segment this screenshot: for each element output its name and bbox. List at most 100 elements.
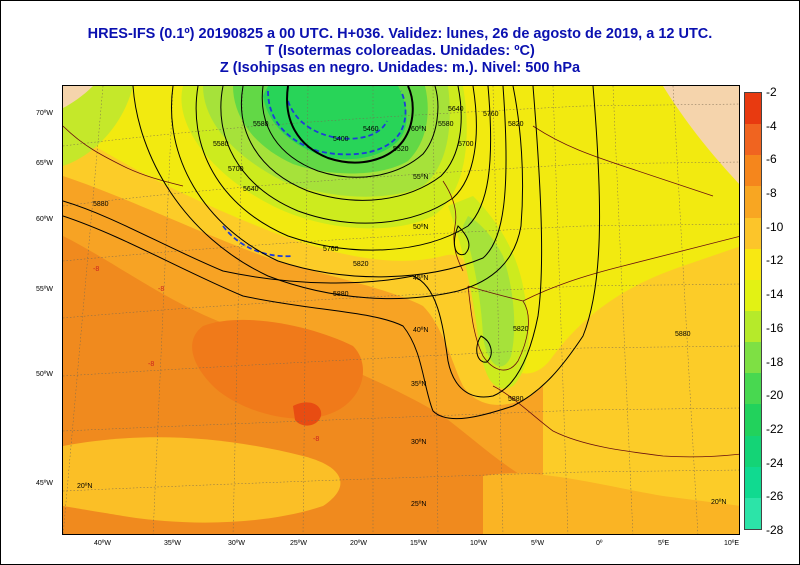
colorbar-segment	[745, 124, 761, 156]
land-northwest	[63, 86, 93, 108]
contour-label-18: 5880	[508, 396, 524, 403]
inner-lat-labels: 60ºN 55ºN 50ºN 45ºN 40ºN 35ºN 30ºN 25ºN …	[77, 126, 726, 508]
weather-map: 5580 5400 5520 5580 5640 5700 5760 5820 …	[62, 85, 740, 535]
map-canvas: 5580 5400 5520 5580 5640 5700 5760 5820 …	[63, 86, 739, 534]
inner-lat-10: 20ºN	[711, 499, 726, 506]
contour-label-1: 5580	[253, 121, 269, 128]
colorbar-label: -10	[766, 219, 784, 234]
colorbar-segment	[745, 342, 761, 374]
contour-label-17: 5820	[513, 326, 529, 333]
lat-label-70: 70ºW	[36, 110, 53, 117]
lat-label-65: 65ºW	[36, 160, 53, 167]
colorbar-segment	[745, 186, 761, 218]
coast-british-isles	[442, 180, 464, 272]
contour-5880	[63, 86, 601, 420]
colorbar-segment	[745, 279, 761, 311]
colorbar-label: -2	[766, 85, 777, 99]
colorbar-segment	[745, 155, 761, 187]
contour-label-11: 5580	[213, 141, 229, 148]
contour-label-14: 5760	[483, 111, 499, 118]
lon-label-10e: 10ºE	[724, 540, 740, 547]
northwest-green-patch	[63, 86, 133, 166]
contour-label-6: 5700	[228, 166, 244, 173]
contour-5640	[195, 86, 492, 251]
colorbar-label: -12	[766, 253, 784, 268]
lon-label-40w: 40ºW	[94, 540, 111, 547]
colorbar-segment	[745, 93, 761, 125]
lon-label-5w: 5ºW	[531, 540, 545, 547]
cold-label-2: -8	[158, 286, 164, 293]
cold-label-1: -8	[93, 266, 99, 273]
southern-yellow-band	[63, 437, 341, 523]
contour-label-16: 5880	[333, 291, 349, 298]
coast-greenland	[63, 125, 184, 187]
contour-label-2: 5400	[333, 136, 349, 143]
contour-label-8: 5820	[353, 261, 369, 268]
lat-label-60: 60ºW	[36, 216, 53, 223]
lon-label-30w: 30ºW	[228, 540, 245, 547]
colorbar-segment	[745, 373, 761, 405]
inner-lat-6: 35ºN	[411, 381, 426, 388]
contour-label-7: 5760	[323, 246, 339, 253]
inner-lat-5: 40ºN	[413, 327, 428, 334]
title-line-3: Z (Isohipsas en negro. Unidades: m.). Ni…	[219, 60, 581, 76]
contour-label-group: 5580 5400 5520 5580 5640 5700 5760 5820 …	[93, 106, 691, 403]
cold-label-3: -8	[148, 361, 154, 368]
lon-label-10w: 10ºW	[470, 540, 487, 547]
coastlines	[63, 125, 739, 458]
colorbar-segment	[745, 404, 761, 436]
coast-france-italy	[522, 236, 739, 302]
geopotential-contours	[63, 86, 601, 420]
closed-contour-bay	[454, 225, 470, 256]
chart-title: HRES-IFS (0.1º) 20190825 a 00 UTC. H+036…	[0, 26, 800, 77]
inner-lat-9: 20ºN	[77, 483, 92, 490]
contour-label-5: 5640	[448, 106, 464, 113]
colorbar-segment	[745, 310, 761, 343]
land-northeast	[663, 86, 739, 184]
contour-5700	[171, 86, 507, 278]
contour-5520	[240, 86, 462, 201]
colorbar-label: -28	[766, 523, 784, 537]
africa-band	[483, 473, 739, 534]
colorbar-label: -4	[766, 118, 777, 133]
cold-label-group: -8 -8 -8 -8	[93, 266, 319, 443]
contour-5460	[261, 86, 439, 178]
warm-core-atlantic	[192, 319, 363, 419]
contour-5820	[63, 86, 543, 398]
colorbar-segment	[745, 217, 761, 249]
lat-label-45: 45ºW	[36, 480, 53, 487]
lon-label-35w: 35ºW	[164, 540, 181, 547]
lon-label-20w: 20ºW	[350, 540, 367, 547]
inner-lat-8: 25ºN	[411, 501, 426, 508]
cold-label-4: -8	[313, 436, 319, 443]
contour-label-13: 5700	[458, 141, 474, 148]
inner-lat-3: 50ºN	[413, 224, 428, 231]
temperature-colorbar	[744, 92, 762, 530]
contour-label-12: 5640	[243, 186, 259, 193]
closed-contour-iberia	[476, 335, 492, 363]
cold-isotherms	[222, 90, 407, 258]
colorbar-label: -18	[766, 354, 784, 369]
colorbar-segment	[745, 466, 761, 498]
inner-lat-7: 30ºN	[411, 439, 426, 446]
lon-label-15w: 15ºW	[410, 540, 427, 547]
contour-5580	[220, 86, 477, 224]
colorbar-label: -26	[766, 489, 784, 504]
hot-spot	[293, 402, 322, 426]
coast-iberia	[467, 285, 529, 371]
lon-label-5e: 5ºE	[658, 540, 670, 547]
contour-label-9: 5880	[93, 201, 109, 208]
contour-label-10: 5460	[363, 126, 379, 133]
lat-label-50: 50ºW	[36, 371, 53, 378]
colorbar-label: -24	[766, 455, 784, 470]
contour-label-3: 5520	[393, 146, 409, 153]
contour-5400	[286, 86, 414, 164]
colorbar-label: -14	[766, 287, 784, 302]
inner-lat-1: 60ºN	[411, 126, 426, 133]
title-line-1: HRES-IFS (0.1º) 20190825 a 00 UTC. H+036…	[87, 26, 713, 42]
coast-scandinavia	[532, 125, 714, 197]
lon-label-25w: 25ºW	[290, 540, 307, 547]
colorbar-segment	[745, 248, 761, 280]
lat-label-55: 55ºW	[36, 286, 53, 293]
colorbar-label: -8	[766, 186, 777, 201]
